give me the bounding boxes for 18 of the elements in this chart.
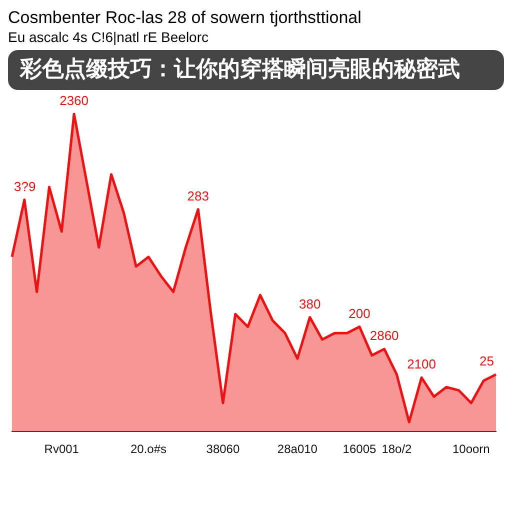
annotation: 200	[348, 306, 370, 321]
annotation: 2100	[407, 356, 436, 372]
x-tick-label: 18o/2	[382, 442, 412, 456]
x-tick-label: 10oorn	[452, 442, 490, 456]
x-tick-label: 20.o#s	[130, 442, 167, 456]
annotation: 3?9	[14, 178, 36, 194]
x-tick-label: Rv001	[44, 442, 80, 456]
chart-subtitle: Eu ascalc 4s C!6|natl rE Beelorc	[8, 28, 210, 46]
annotation: 283	[187, 188, 210, 204]
x-tick-label: 38060	[206, 442, 240, 456]
chart-title: Cosmbenter Roc-las 28 of sowern tjorthsttional	[8, 8, 362, 28]
text: 彩色点缀技巧：让你的穿搭瞬间亮眼的秘密武	[8, 50, 504, 90]
annotation: 380	[298, 296, 321, 312]
x-tick-label: 16005	[342, 442, 376, 456]
annotation: 25	[480, 354, 494, 369]
annotation: 2860	[370, 328, 399, 344]
annotation: 2360	[60, 93, 89, 108]
x-tick-label: 28a010	[277, 442, 318, 456]
